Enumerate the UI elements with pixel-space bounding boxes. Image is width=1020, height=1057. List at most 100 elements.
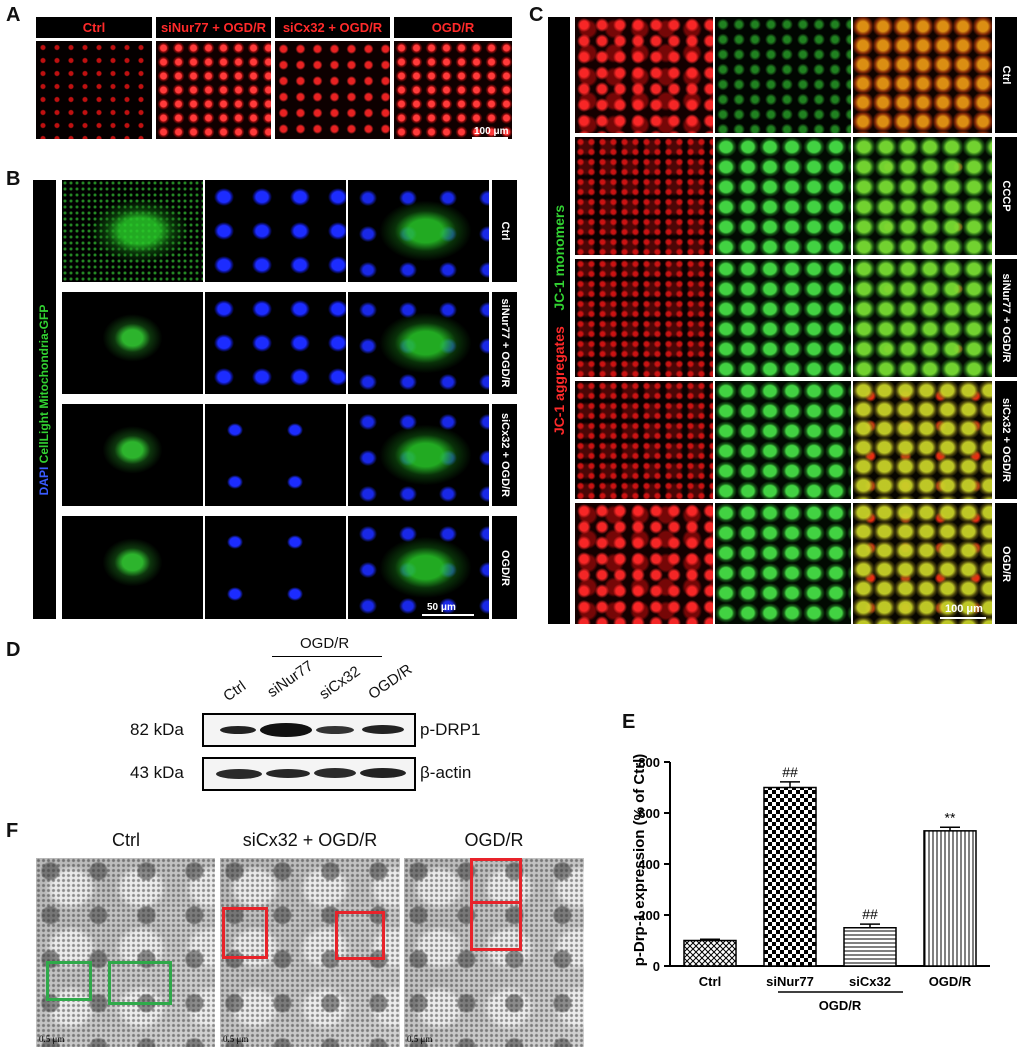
panel-a-letter: A <box>6 4 21 26</box>
panel-b-dapi-ogdr <box>205 516 346 619</box>
panel-b-dapi-sinur77 <box>205 292 346 394</box>
panel-b-side-bar <box>33 180 56 619</box>
panel-b-side-label: DAPI CellLight Mitochondria-GFP <box>37 305 51 496</box>
band-actin-sinur77 <box>266 769 310 778</box>
panel-d-lane-sinur77: siNur77 <box>264 657 317 701</box>
jc1-monomers-label: JC-1 monomers <box>551 204 567 311</box>
panel-c-merge-sicx32 <box>853 381 992 499</box>
panel-d-kda-82: 82 kDa <box>130 720 184 739</box>
gfp-label: CellLight Mitochondria-GFP <box>37 304 51 467</box>
panel-c-merge-cccp <box>853 137 992 255</box>
panel-b-merge-sicx32 <box>348 404 489 506</box>
panel-b-dapi-ctrl <box>205 180 346 282</box>
chart-y-tick-label: 0 <box>653 959 660 974</box>
panel-c-red-cccp <box>575 137 713 255</box>
chart-y-tick-label: 400 <box>638 857 660 872</box>
panel-b-scale-bar <box>422 614 474 616</box>
highlight-box-red <box>470 901 522 951</box>
chart-x-tick-label: siNur77 <box>766 974 814 989</box>
chart-significance-label: ## <box>782 764 798 780</box>
panel-d-letter: D <box>6 639 21 661</box>
panel-a-scale-label: 100 μm <box>474 126 509 137</box>
highlight-box-red <box>470 858 522 904</box>
panel-c-row-text-sicx32: siCx32 + OGD/R <box>1000 397 1012 483</box>
panel-c-letter: C <box>529 4 544 26</box>
panel-b-merge-ogdr <box>348 516 489 619</box>
panel-c-green-sinur77 <box>715 259 851 377</box>
panel-f-scale-ctrl: 0.5 μm <box>39 1034 65 1044</box>
chart-x-tick-label: siCx32 <box>849 974 891 989</box>
panel-b-letter: B <box>6 168 21 190</box>
panel-a-image-sinur77 <box>156 41 271 139</box>
panel-c-red-sinur77 <box>575 259 713 377</box>
panel-b-merge-ctrl <box>348 180 489 282</box>
panel-b-row-label-ogdr: OGD/R <box>492 516 517 619</box>
chart-bar-ctrl <box>683 939 737 967</box>
panel-d-group-label: OGD/R <box>300 635 350 652</box>
panel-c-green-cccp <box>715 137 851 255</box>
panel-c-scale-bar <box>940 617 986 619</box>
panel-e-bar-chart: p-Drp-1 expression (% of Ctrl) 0 200 400 60… <box>631 754 990 1013</box>
panel-c-red-ctrl <box>575 17 713 133</box>
panel-c-side-bar <box>548 17 570 624</box>
panel-c-merge-ogdr <box>853 503 992 624</box>
panel-b-row-label-sinur77: siNur77 + OGD/R <box>492 292 517 394</box>
highlight-box-green <box>46 961 92 1001</box>
panel-a-scale-bar <box>472 137 508 139</box>
band-actin-ctrl <box>216 769 262 779</box>
panel-c-scale-label: 100 μm <box>945 603 983 615</box>
chart-significance-label: ** <box>945 809 956 825</box>
panel-e-letter: E <box>622 711 636 733</box>
panel-f-em-sicx32: 0.5 μm <box>220 858 400 1047</box>
panel-d-group-line <box>272 656 382 657</box>
panel-b-gfp-sinur77 <box>62 292 203 394</box>
panel-a-header-sinur77: siNur77 + OGD/R <box>156 17 271 38</box>
panel-b-row-label-sicx32: siCx32 + OGD/R <box>492 404 517 506</box>
panel-f-title-ogdr: OGD/R <box>464 830 524 850</box>
panel-b-row-text-ctrl: Ctrl <box>498 221 511 241</box>
band-actin-sicx32 <box>314 768 356 778</box>
panel-b-row-label-ctrl: Ctrl <box>492 180 517 282</box>
panel-f-em-ogdr: 0.5 μm <box>404 858 584 1047</box>
panel-c-green-ogdr <box>715 503 851 624</box>
panel-a-header-ogdr: OGD/R <box>394 17 512 38</box>
highlight-box-green <box>108 961 172 1005</box>
panel-b-gfp-ogdr <box>62 516 203 619</box>
band-pdrp1-sicx32 <box>316 726 354 734</box>
chart-bar-sicx32 <box>843 927 897 967</box>
panel-b-row-text-sinur77: siNur77 + OGD/R <box>498 298 511 388</box>
chart-y-axis-label: p-Drp-1 expression (% of Ctrl) <box>631 754 648 967</box>
panel-c-side-label: JC-1 aggregates JC-1 monomers <box>551 205 567 435</box>
panel-b-row-text-sicx32: siCx32 + OGD/R <box>498 412 511 498</box>
band-pdrp1-ctrl <box>220 726 256 734</box>
panel-c-row-text-cccp: CCCP <box>1000 180 1012 212</box>
band-pdrp1-sinur77 <box>260 723 312 737</box>
panel-c-green-ctrl <box>715 17 851 133</box>
panel-d-protein-actin: β-actin <box>420 763 472 782</box>
highlight-box-red <box>335 911 385 960</box>
panel-f-title-ctrl: Ctrl <box>112 830 140 850</box>
chart-group-label: OGD/R <box>819 998 862 1013</box>
panel-f-title-sicx32: siCx32 + OGD/R <box>242 830 378 850</box>
chart-y-tick-label: 200 <box>638 908 660 923</box>
panel-b-dapi-sicx32 <box>205 404 346 506</box>
panel-c-red-sicx32 <box>575 381 713 499</box>
panel-a-image-sicx32 <box>275 41 390 139</box>
chart-bar-ogdr <box>923 830 977 967</box>
chart-significance-label: ## <box>862 906 878 922</box>
panel-c-row-label-sicx32: siCx32 + OGD/R <box>995 381 1017 499</box>
panel-f-em-ctrl: 0.5 μm <box>36 858 215 1047</box>
panel-c-merge-sinur77 <box>853 259 992 377</box>
dapi-label: DAPI <box>37 466 51 496</box>
panel-b-row-text-ogdr: OGD/R <box>498 549 511 586</box>
chart-y-tick-label: 600 <box>638 806 660 821</box>
panel-b-gfp-ctrl <box>62 180 203 282</box>
panel-f-scale-ogdr: 0.5 μm <box>407 1034 433 1044</box>
chart-y-tick-label: 800 <box>638 755 660 770</box>
chart-x-tick-label: Ctrl <box>699 974 721 989</box>
panel-c-green-sicx32 <box>715 381 851 499</box>
panel-f-scale-sicx32: 0.5 μm <box>223 1034 249 1044</box>
panel-a-image-ctrl <box>36 41 152 139</box>
panel-d-protein-pdrp1: p-DRP1 <box>420 720 481 739</box>
panel-c-row-label-cccp: CCCP <box>995 137 1017 255</box>
